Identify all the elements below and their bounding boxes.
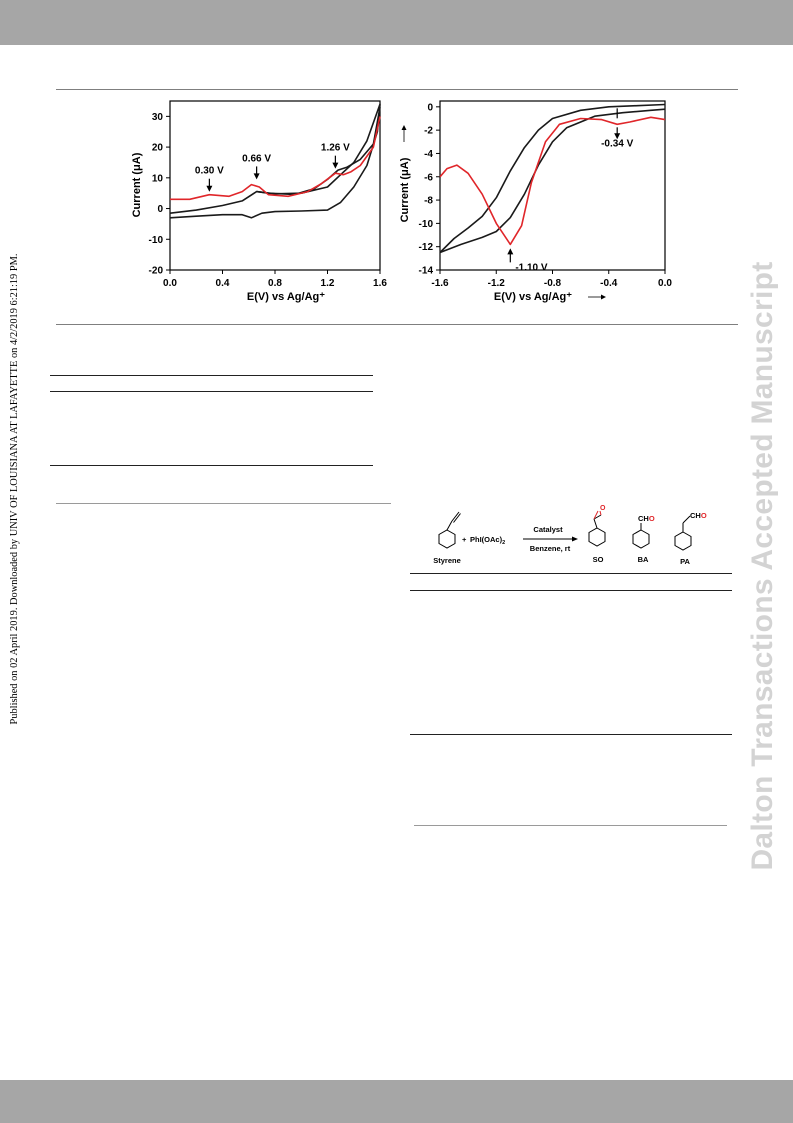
ba-label: BA bbox=[638, 555, 649, 564]
scheme-table-bottom-rule bbox=[410, 734, 732, 735]
scheme-table-top-rule bbox=[410, 573, 732, 574]
annotation-arrowhead bbox=[614, 133, 621, 140]
x-tick-label: 1.2 bbox=[321, 278, 335, 289]
y-tick-label: -10 bbox=[149, 235, 164, 246]
styrene-vinyl-bond bbox=[446, 520, 453, 531]
reaction-arrowhead bbox=[572, 536, 578, 542]
so-ring bbox=[588, 527, 606, 547]
pa-bond bbox=[682, 515, 691, 524]
reagent-label: PhI(OAc)2 bbox=[470, 535, 505, 546]
styrene-vinyl-bond bbox=[451, 511, 460, 522]
x-tick-label: 0.8 bbox=[268, 278, 282, 289]
ba-aldehyde-label: CHO bbox=[638, 514, 655, 523]
y-tick-label: -14 bbox=[419, 266, 434, 277]
y-axis-label: Current (μA) bbox=[131, 152, 143, 217]
y-axis-arrowhead bbox=[401, 125, 407, 130]
x-axis-label: E(V) vs Ag/Ag⁺ bbox=[494, 291, 572, 303]
x-axis-label: E(V) vs Ag/Ag⁺ bbox=[247, 291, 325, 303]
y-tick-label: 0 bbox=[427, 102, 433, 113]
epoxide-bond bbox=[599, 510, 602, 516]
epoxide-bond bbox=[593, 510, 599, 520]
so-label: SO bbox=[593, 555, 604, 564]
accepted-manuscript-watermark: Dalton Transactions Accepted Manuscript bbox=[746, 261, 779, 871]
styrene-ring bbox=[438, 529, 456, 549]
reaction-scheme: + PhI(OAc)2 Catalyst Benzene, rt O CHO C… bbox=[433, 505, 707, 566]
styrene-label: Styrene bbox=[433, 556, 461, 565]
peak-label: -1.10 V bbox=[515, 262, 548, 273]
y-tick-label: -20 bbox=[149, 266, 164, 277]
peak-label: -0.34 V bbox=[601, 138, 634, 149]
pa-aldehyde-label: CHO bbox=[690, 511, 707, 520]
plus-sign: + bbox=[462, 535, 467, 544]
pa-ring bbox=[674, 531, 692, 551]
x-tick-label: -1.2 bbox=[488, 278, 506, 289]
cv-curve bbox=[169, 103, 381, 219]
bottom-banner bbox=[0, 1080, 793, 1123]
cv-curve bbox=[439, 116, 666, 246]
figure-bottom-rule bbox=[56, 324, 738, 325]
y-tick-label: 0 bbox=[157, 204, 163, 215]
cv-curve bbox=[170, 116, 381, 201]
table-top-rule bbox=[50, 375, 373, 376]
plot-frame bbox=[169, 100, 381, 271]
annotation-arrowhead bbox=[507, 248, 514, 255]
conditions-label: Benzene, rt bbox=[530, 544, 571, 553]
y-axis-label: Current (μA) bbox=[399, 157, 411, 222]
y-tick-label: -6 bbox=[424, 172, 433, 183]
annotation-arrowhead bbox=[332, 162, 339, 169]
section-rule-right bbox=[414, 825, 727, 826]
y-tick-label: 30 bbox=[152, 112, 164, 123]
ba-ring bbox=[632, 529, 650, 549]
peak-label: 0.30 V bbox=[195, 166, 224, 177]
cv-chart-right: -1.6 -1.2 -0.8 -0.4 0.0 -14 -12 -10 -8 -6 -4 -2 0 -1… bbox=[399, 100, 672, 303]
peak-label: 1.26 V bbox=[321, 143, 350, 154]
epoxide-bond bbox=[593, 514, 602, 520]
pa-label: PA bbox=[680, 557, 690, 566]
table-bottom-rule bbox=[50, 465, 373, 466]
so-bond bbox=[593, 518, 598, 529]
scheme-table-header-rule bbox=[410, 590, 732, 591]
y-tick-label: 20 bbox=[152, 143, 164, 154]
x-axis-arrowhead bbox=[601, 294, 606, 300]
top-banner bbox=[0, 0, 793, 45]
y-tick-label: 10 bbox=[152, 173, 164, 184]
y-tick-label: -4 bbox=[424, 149, 433, 160]
annotation-arrowhead bbox=[253, 173, 260, 180]
plot-frame bbox=[439, 100, 666, 271]
annotation-arrowhead bbox=[206, 185, 213, 192]
table-header-rule bbox=[50, 391, 373, 392]
cv-curve bbox=[439, 108, 666, 254]
y-tick-label: -12 bbox=[419, 242, 434, 253]
publication-note: Published on 02 April 2019. Downloaded b… bbox=[9, 253, 20, 725]
y-tick-label: -10 bbox=[419, 219, 434, 230]
y-tick-label: -2 bbox=[424, 126, 433, 137]
peak-label: 0.66 V bbox=[242, 153, 271, 164]
y-tick-label: -8 bbox=[424, 196, 433, 207]
catalyst-label: Catalyst bbox=[533, 525, 563, 534]
x-tick-label: 0.0 bbox=[658, 278, 672, 289]
x-tick-label: -0.4 bbox=[600, 278, 618, 289]
epoxide-oxygen: O bbox=[600, 505, 606, 512]
styrene-double-bond bbox=[453, 513, 461, 523]
x-tick-label: -0.8 bbox=[544, 278, 562, 289]
x-tick-label: 0.0 bbox=[163, 278, 177, 289]
x-tick-label: -1.6 bbox=[431, 278, 449, 289]
cv-curve bbox=[439, 103, 666, 254]
cv-chart-left: 0.0 0.4 0.8 1.2 1.6 -20 -10 0 10 20 30 0.30 V 0.66 … bbox=[131, 100, 387, 303]
x-tick-label: 1.6 bbox=[373, 278, 387, 289]
x-tick-label: 0.4 bbox=[216, 278, 230, 289]
figure-top-rule bbox=[56, 89, 738, 90]
section-rule-left bbox=[56, 503, 391, 504]
